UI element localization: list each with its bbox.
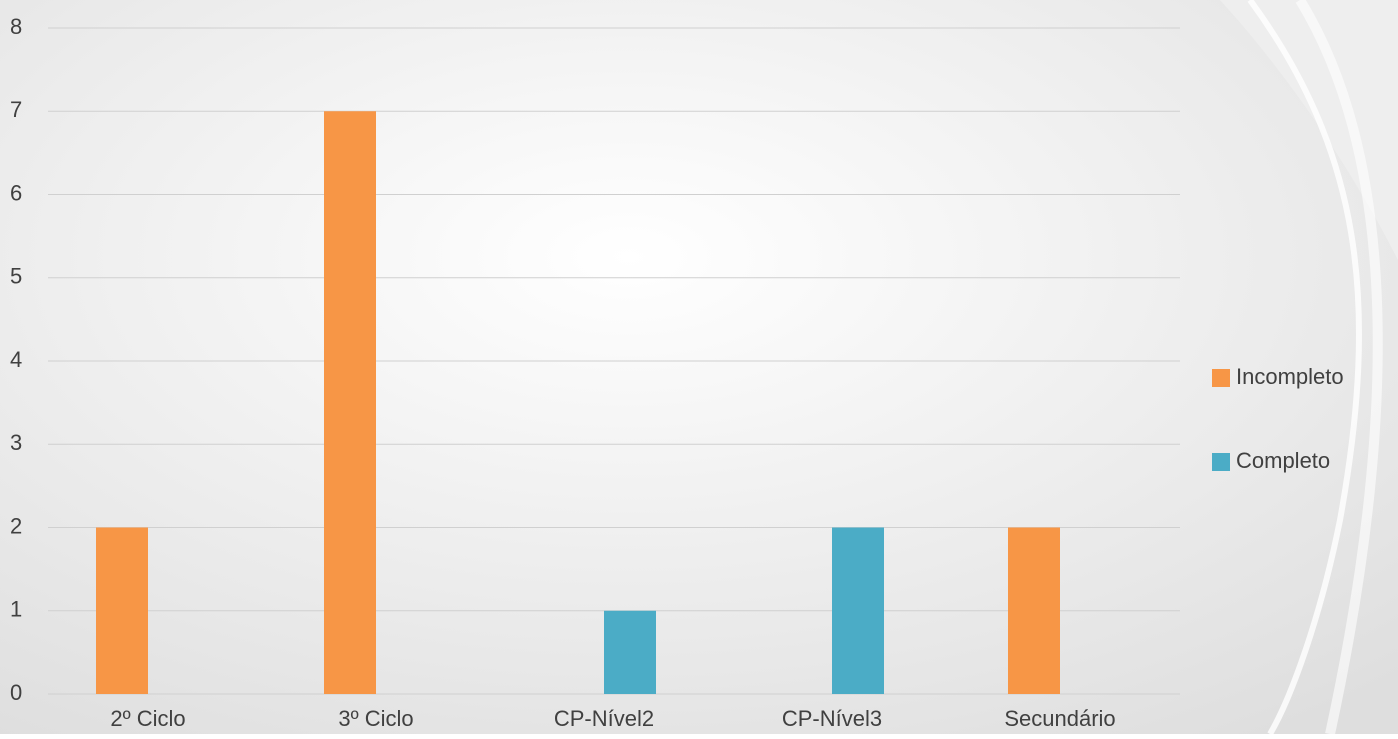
x-tick-label: CP-Nível2 <box>554 706 654 731</box>
y-tick-label: 7 <box>10 97 22 122</box>
y-tick-label: 5 <box>10 264 22 289</box>
bar <box>604 610 656 694</box>
x-tick-label: CP-Nível3 <box>782 706 882 731</box>
y-tick-label: 4 <box>10 347 22 372</box>
bar <box>96 527 148 694</box>
y-tick-label: 2 <box>10 513 22 538</box>
decoration <box>1295 0 1383 736</box>
decoration <box>1247 0 1362 736</box>
y-tick-label: 3 <box>10 430 22 455</box>
x-tick-label: Secundário <box>1004 706 1115 731</box>
bar <box>324 111 376 694</box>
bar <box>832 527 884 694</box>
legend-swatch <box>1212 453 1230 471</box>
decoration <box>1220 0 1398 260</box>
y-tick-label: 6 <box>10 180 22 205</box>
x-tick-label: 2º Ciclo <box>110 706 185 731</box>
x-tick-label: 3º Ciclo <box>338 706 413 731</box>
legend-swatch <box>1212 369 1230 387</box>
legend-label: Incompleto <box>1236 364 1344 389</box>
y-tick-label: 1 <box>10 597 22 622</box>
y-tick-label: 0 <box>10 680 22 705</box>
legend-label: Completo <box>1236 448 1330 473</box>
y-tick-label: 8 <box>10 14 22 39</box>
bar <box>1008 527 1060 694</box>
